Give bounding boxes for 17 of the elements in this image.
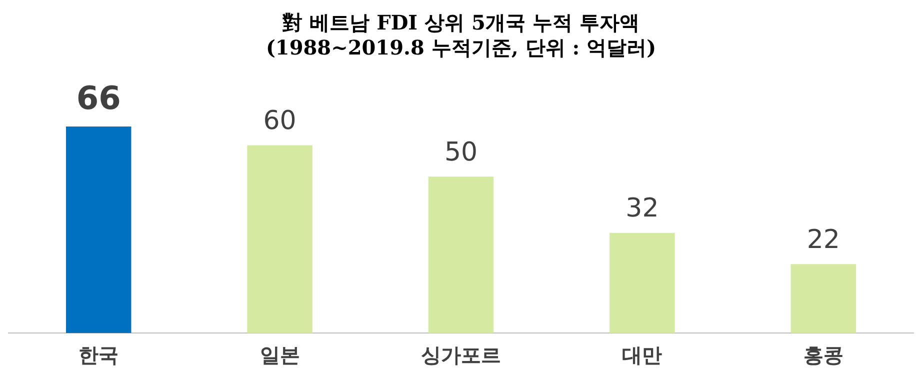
data-label: 32	[626, 194, 659, 224]
x-tick-label: 한국	[78, 343, 119, 368]
x-tick-label: 홍콩	[803, 343, 844, 368]
bar	[790, 264, 856, 333]
bar	[247, 145, 312, 333]
bar	[66, 126, 132, 333]
data-label: 50	[444, 137, 478, 168]
x-tick-label: 싱가포르	[421, 343, 501, 368]
x-tick-label: 대만	[622, 343, 662, 368]
bar	[610, 232, 675, 333]
x-tick-label: 일본	[260, 343, 300, 368]
data-label: 60	[263, 106, 296, 136]
data-label: 66	[76, 78, 121, 117]
chart-subtitle: (1988~2019.8 누적기준, 단위 : 억달러)	[266, 36, 656, 60]
bar	[428, 176, 494, 333]
chart-title: 對 베트남 FDI 상위 5개국 누적 투자액	[282, 10, 640, 35]
data-label: 22	[806, 224, 840, 255]
